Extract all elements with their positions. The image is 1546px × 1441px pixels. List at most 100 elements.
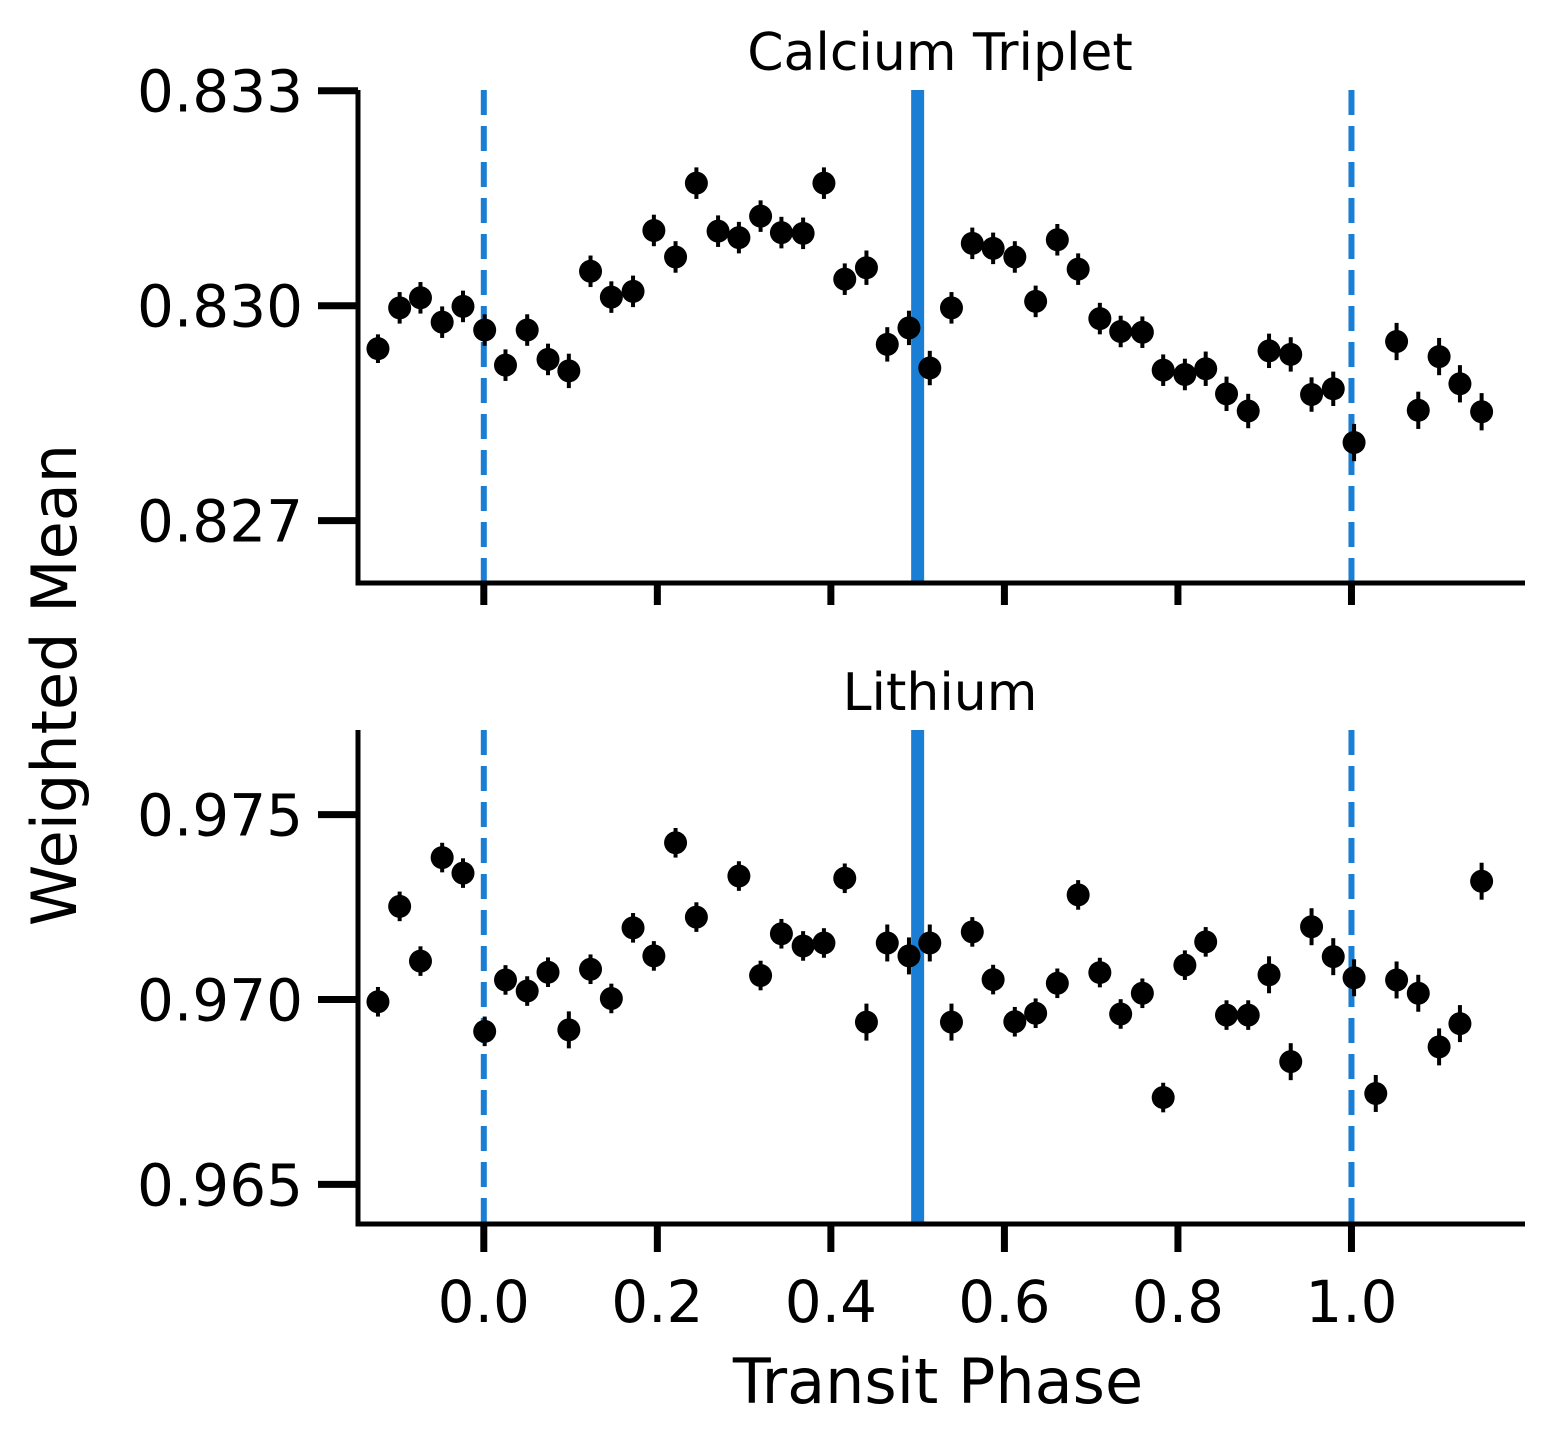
lithium-data-point xyxy=(1236,1003,1260,1027)
lithium-data-point xyxy=(875,931,899,955)
calcium-data-point xyxy=(664,245,688,269)
calcium-data-point xyxy=(536,347,560,371)
calcium-data-point xyxy=(897,316,921,340)
calcium-data-point xyxy=(1470,400,1494,424)
lithium-data-point xyxy=(515,979,539,1003)
calcium-data-point xyxy=(1066,257,1090,281)
lithium-data-point xyxy=(1088,961,1112,985)
lithium-data-point xyxy=(599,986,623,1010)
lithium-panel: Lithium 0.965 0.970 0.975 0.0 0.2 0.4 0.6 0.8 1.0 xyxy=(137,663,1525,1336)
lithium-data-point xyxy=(727,864,751,888)
calcium-data-point xyxy=(1130,320,1154,344)
calcium-data-point xyxy=(939,296,963,320)
lithium-data-point xyxy=(1066,883,1090,907)
calcium-data-point xyxy=(791,221,815,245)
x-axis-label: Transit Phase xyxy=(732,1345,1143,1418)
calcium-data-point xyxy=(366,337,390,361)
calcium-data-point xyxy=(408,286,432,310)
calcium-data-point xyxy=(515,318,539,342)
lithium-data-point xyxy=(1194,930,1218,954)
lithium-data-point xyxy=(1024,1001,1048,1025)
calcium-data-point xyxy=(1448,372,1472,396)
y-tick-label: 0.833 xyxy=(137,58,303,126)
calcium-data-point xyxy=(833,267,857,291)
calcium-data-point xyxy=(494,353,518,377)
lithium-data-point xyxy=(1003,1010,1027,1034)
y-tick-label: 0.975 xyxy=(137,782,303,850)
calcium-data-point xyxy=(706,219,730,243)
y-axis-label: Weighted Mean xyxy=(18,444,91,926)
lithium-data-point xyxy=(960,920,984,944)
calcium-data-point xyxy=(1088,307,1112,331)
lithium-data-point xyxy=(408,949,432,973)
lithium-data-point xyxy=(494,968,518,992)
y-tick-label: 0.827 xyxy=(137,488,303,556)
lithium-data-point xyxy=(1151,1086,1175,1110)
lithium-data-point xyxy=(579,957,603,981)
calcium-data-point xyxy=(981,236,1005,260)
lithium-data-point xyxy=(1470,869,1494,893)
calcium-data-point xyxy=(599,285,623,309)
lithium-data-point xyxy=(897,944,921,968)
lithium-data-point xyxy=(791,934,815,958)
lithium-data-point xyxy=(1173,953,1197,977)
calcium-data-point xyxy=(557,359,581,383)
lithium-data-point xyxy=(981,968,1005,992)
lithium-data-point xyxy=(621,916,645,940)
lithium-data-point xyxy=(684,905,708,929)
lithium-data-point xyxy=(1364,1081,1388,1105)
calcium-data-point xyxy=(1279,342,1303,366)
lithium-data-point xyxy=(430,846,454,870)
x-tick-label: 0.8 xyxy=(1132,1268,1224,1336)
lithium-data-point xyxy=(1300,915,1324,939)
x-tick-label: 0.4 xyxy=(785,1268,877,1336)
calcium-data-point xyxy=(451,294,475,318)
lithium-data-point xyxy=(1427,1035,1451,1059)
x-tick-label: 0.6 xyxy=(958,1268,1050,1336)
calcium-data-point xyxy=(960,231,984,255)
calcium-data-point xyxy=(642,218,666,242)
calcium-data-point xyxy=(1194,357,1218,381)
calcium-data-point xyxy=(1427,345,1451,369)
lithium-data-point xyxy=(749,964,773,988)
lithium-data-point xyxy=(812,931,836,955)
calcium-data-point xyxy=(749,204,773,228)
y-tick-label: 0.970 xyxy=(137,967,303,1035)
lithium-data-point xyxy=(1130,981,1154,1005)
lithium-data-point xyxy=(833,866,857,890)
calcium-data-point xyxy=(1342,431,1366,455)
lithium-data-point xyxy=(1045,971,1069,995)
calcium-data-point xyxy=(769,221,793,245)
lithium-data-point xyxy=(1385,968,1409,992)
lithium-data-point xyxy=(557,1018,581,1042)
lithium-data-point xyxy=(854,1010,878,1034)
lithium-data-point xyxy=(473,1019,497,1043)
lithium-data-point xyxy=(1257,963,1281,987)
lithium-data-point xyxy=(451,861,475,885)
calcium-data-point xyxy=(1406,398,1430,422)
calcium-data-point xyxy=(1300,383,1324,407)
y-tick-label: 0.965 xyxy=(137,1151,303,1219)
calcium-data-point xyxy=(1385,330,1409,354)
calcium-data-point xyxy=(1045,228,1069,252)
lithium-data-point xyxy=(1342,966,1366,990)
calcium-data-point xyxy=(875,332,899,356)
calcium-data-point xyxy=(854,256,878,280)
calcium-data-point xyxy=(1003,245,1027,269)
lithium-data-point xyxy=(1406,981,1430,1005)
lithium-data-point xyxy=(1279,1050,1303,1074)
calcium-data-point xyxy=(727,226,751,250)
calcium-data-point xyxy=(473,318,497,342)
calcium-data-point xyxy=(621,279,645,303)
x-tick-label: 0.2 xyxy=(611,1268,703,1336)
lithium-data-point xyxy=(366,990,390,1014)
calcium-data-point xyxy=(684,171,708,195)
lithium-data-point xyxy=(1215,1003,1239,1027)
panel-title: Calcium Triplet xyxy=(747,23,1133,83)
calcium-data-point xyxy=(388,296,412,320)
lithium-data-point xyxy=(918,931,942,955)
y-tick-label: 0.830 xyxy=(137,273,303,341)
calcium-data-point xyxy=(1151,358,1175,382)
calcium-data-point xyxy=(918,356,942,380)
lithium-data-point xyxy=(939,1010,963,1034)
